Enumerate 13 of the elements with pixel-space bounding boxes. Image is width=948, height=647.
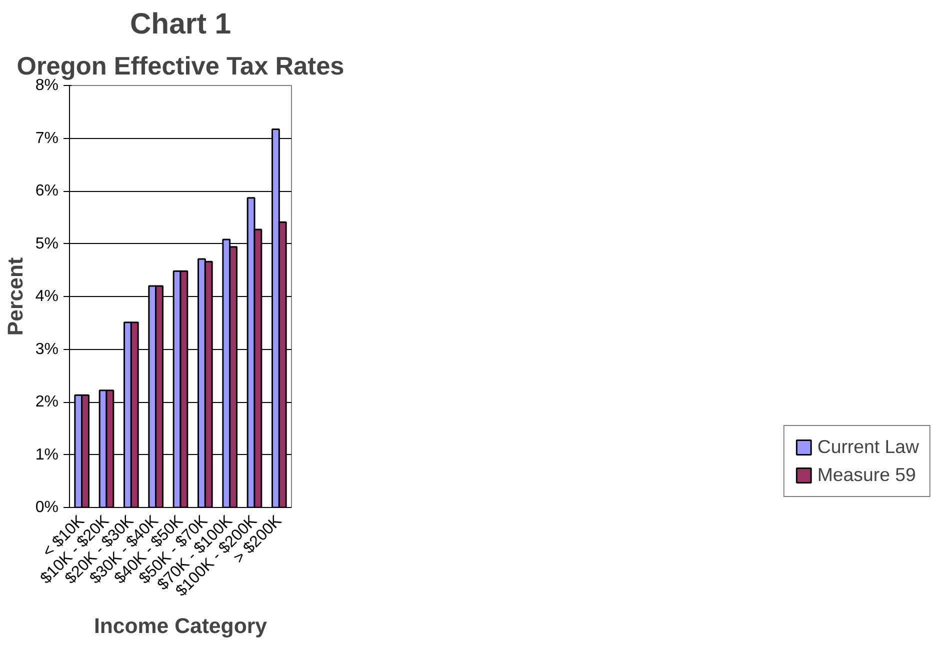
y-tick-label: 6% — [35, 182, 58, 200]
legend-label: Current Law — [817, 436, 919, 458]
y-tick-label: 7% — [35, 130, 58, 147]
y-tick-label: 3% — [35, 340, 58, 358]
y-tick-label: 4% — [35, 288, 58, 305]
x-axis-title: Income Category — [94, 614, 268, 638]
y-tick-label: 1% — [35, 446, 58, 464]
y-tick-label: 0% — [35, 499, 58, 516]
y-tick-label: 5% — [35, 235, 58, 252]
chart-title: Chart 1 — [130, 8, 232, 40]
y-axis-title: Percent — [3, 257, 28, 336]
y-tick-label: 2% — [35, 394, 58, 410]
legend-label: Measure 59 — [817, 464, 916, 486]
